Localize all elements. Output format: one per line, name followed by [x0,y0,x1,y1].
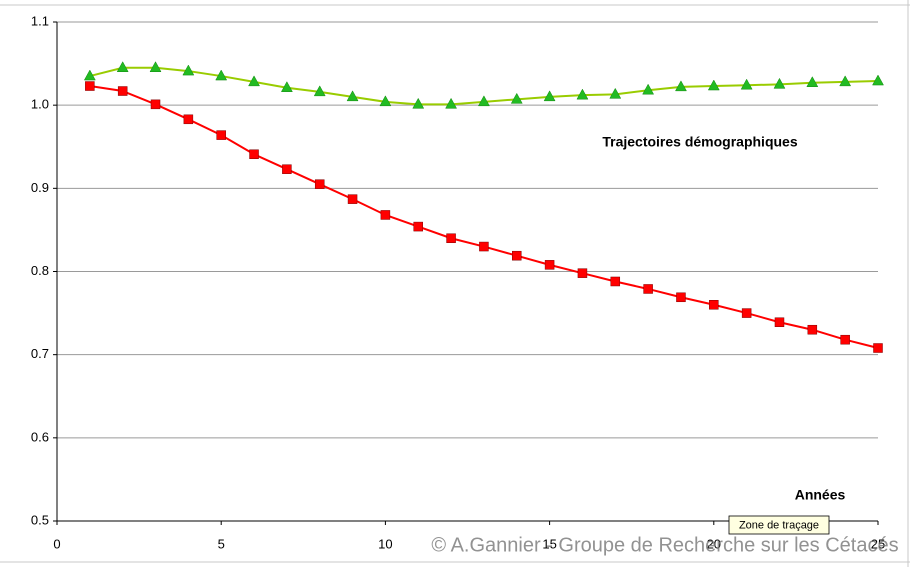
marker [248,75,260,87]
marker [479,241,489,252]
marker [116,61,129,72]
marker [840,334,850,345]
marker [510,92,523,104]
tooltip-box [728,515,830,535]
marker [609,87,622,99]
y-tick-label: 0.5 [31,512,49,527]
marker [576,88,589,100]
y-tick-label: 1.0 [31,97,49,112]
marker [314,179,325,189]
marker [150,99,161,110]
marker [741,308,752,318]
marker [249,149,259,159]
tooltip: Zone de traçage [739,519,819,531]
marker [412,97,425,109]
marker [643,284,653,294]
x-axis-label: Années [795,487,846,503]
x-tick-label: 15 [542,536,556,551]
y-tick-label: 0.6 [31,429,49,444]
x-tick-label: 10 [378,536,392,551]
marker [446,233,456,243]
marker [282,164,292,174]
marker [413,221,423,232]
marker [773,77,786,89]
marker [183,114,194,125]
marker [774,317,785,327]
y-tick-label: 1.1 [31,13,49,28]
watermark: © A.Gannier - Groupe de Recherche sur le… [431,534,898,556]
marker [477,95,490,107]
marker [544,260,555,270]
marker [740,78,753,90]
marker [642,83,655,95]
marker [512,250,522,261]
marker [85,81,95,91]
marker [182,64,195,76]
marker [216,130,226,140]
marker [577,268,588,278]
marker [543,90,556,102]
marker [346,90,359,102]
marker [445,97,458,109]
marker [610,276,621,287]
marker [379,95,392,107]
y-tick-label: 0.7 [31,346,49,361]
marker [675,80,687,92]
marker [873,343,883,353]
marker [676,292,686,303]
marker [709,300,719,310]
marker [807,324,818,335]
marker [380,210,391,220]
marker [149,61,162,72]
marker [313,85,326,97]
x-tick-label: 0 [53,536,60,551]
x-tick-label: 25 [871,536,885,551]
y-tick-label: 0.8 [31,263,49,278]
x-tick-label: 20 [707,536,721,551]
marker [872,74,884,86]
y-tick-label: 0.9 [31,180,49,195]
marker [347,194,358,204]
marker [806,76,819,87]
chart-title: Trajectoires démographiques [602,134,797,150]
marker [839,75,852,87]
marker [215,69,228,81]
marker [117,86,128,96]
marker [280,81,293,92]
marker [707,79,720,91]
marker [83,69,96,81]
x-tick-label: 5 [218,536,225,551]
